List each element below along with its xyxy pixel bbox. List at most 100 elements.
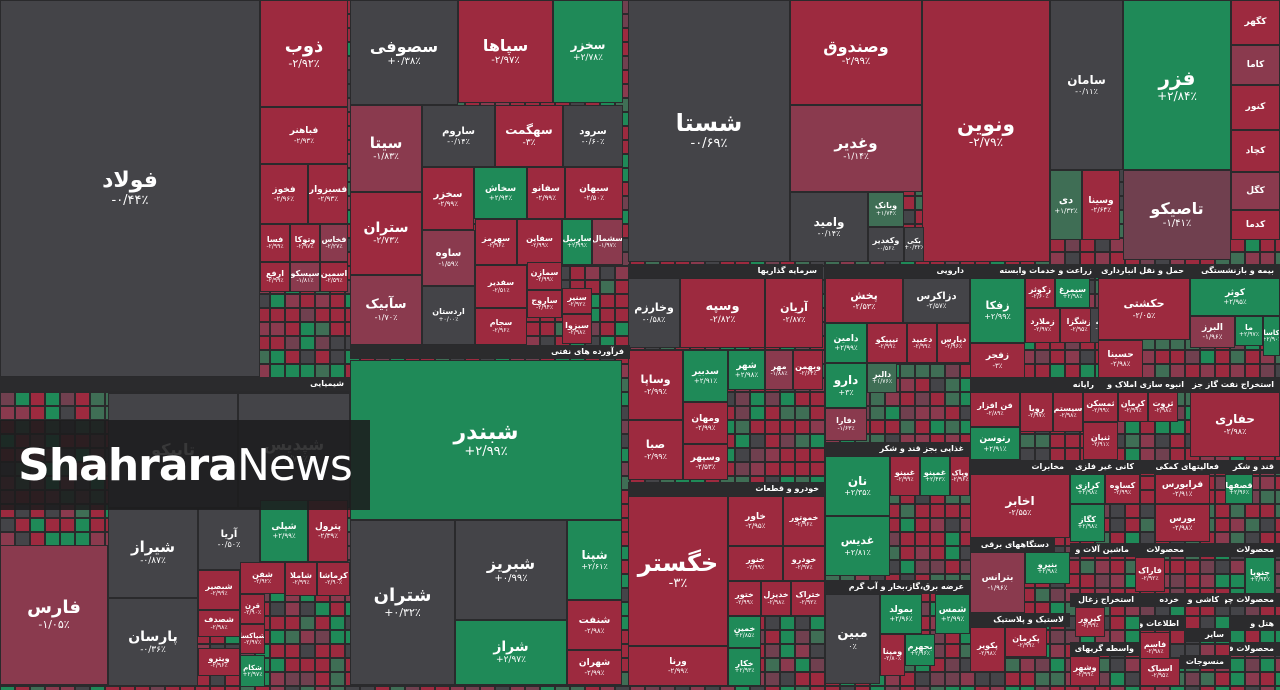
treemap-tile[interactable]: فباهنر -۲/۹۳٪ xyxy=(260,107,348,164)
treemap-tile[interactable]: فاراک -۲/۹۲٪ xyxy=(1135,557,1165,592)
treemap-tile[interactable]: غدیس +۲/۸۱٪ xyxy=(825,516,890,576)
treemap-tile[interactable]: شفن -۲/۹۲٪ xyxy=(240,562,285,594)
treemap-tile[interactable]: شیراز -۰/۸۷٪ xyxy=(108,508,198,598)
treemap-tile[interactable]: سخزر -۲/۹۹٪ xyxy=(422,167,474,230)
treemap-tile[interactable]: شمس +۲/۹۹٪ xyxy=(935,594,970,634)
treemap-tile[interactable]: سشمال -۱/۹۷٪ xyxy=(592,219,623,265)
treemap-tile[interactable]: ارفع -۲/۹۹٪ xyxy=(260,262,290,292)
treemap-tile[interactable]: فسبزوار -۲/۹۳٪ xyxy=(308,164,348,224)
treemap-tile[interactable]: تاصیکو -۱/۴۱٪ xyxy=(1123,170,1231,260)
treemap-tile[interactable]: قرن -۲/۹۰٪ xyxy=(240,594,265,624)
treemap-tile[interactable]: رتوسن +۲/۹۱٪ xyxy=(970,427,1020,460)
treemap-tile[interactable]: زفجر -۳٪ xyxy=(970,343,1025,378)
treemap-tile[interactable]: خموتور -۲/۹۶٪ xyxy=(783,496,825,546)
treemap-tile[interactable]: ورنا -۲/۹۹٪ xyxy=(628,646,728,686)
treemap-tile[interactable]: خکار +۲/۹۳٪ xyxy=(728,648,761,686)
treemap-tile[interactable]: سخزر +۲/۷۸٪ xyxy=(553,0,623,103)
treemap-tile[interactable]: شنفت -۲/۹۸٪ xyxy=(567,600,622,650)
treemap-tile[interactable]: پارسان -۰/۳۶٪ xyxy=(108,598,198,686)
treemap-tile[interactable]: بورس -۲/۹۸٪ xyxy=(1155,504,1210,542)
treemap-tile[interactable]: حفاری -۲/۹۸٪ xyxy=(1190,392,1280,457)
treemap-tile[interactable]: دی +۱/۳۲٪ xyxy=(1050,170,1082,240)
treemap-tile[interactable]: ثمسکن -۲/۹۹٪ xyxy=(1083,392,1118,422)
treemap-tile[interactable]: دفارا -۱/۶۳٪ xyxy=(825,408,867,441)
treemap-tile[interactable]: کاسا+۲/۹۰٪ xyxy=(1263,316,1280,356)
treemap-tile[interactable]: سخاش +۲/۹۴٪ xyxy=(474,167,527,219)
treemap-tile[interactable]: وساپا -۲/۹۹٪ xyxy=(628,350,683,420)
treemap-tile[interactable]: پخش -۲/۵۳٪ xyxy=(825,278,903,323)
treemap-tile[interactable]: سبهان -۲/۵۰٪ xyxy=(565,167,623,219)
treemap-tile[interactable]: وپاک -۲/۹۶٪ xyxy=(950,456,970,496)
treemap-tile[interactable]: ساوه -۱/۵۹٪ xyxy=(422,230,475,286)
treemap-tile[interactable]: حکشتی -۲/۰۵٪ xyxy=(1098,278,1190,340)
treemap-tile[interactable]: بکی +۰/۳۲٪ xyxy=(904,227,924,262)
treemap-tile[interactable]: ساروج -۲/۹۴٪ xyxy=(527,290,562,318)
treemap-tile[interactable]: پکرمان -۲/۹۹٪ xyxy=(1005,627,1047,657)
treemap-tile[interactable]: ومینا -۲/۸۰٪ xyxy=(880,634,905,676)
treemap-tile[interactable]: غبینو -۲/۹۹٪ xyxy=(890,456,920,496)
treemap-tile[interactable]: زملارد -۲/۹۷٪ xyxy=(1025,308,1060,343)
treemap-tile[interactable]: فزر +۲/۸۴٪ xyxy=(1123,0,1231,170)
treemap-tile[interactable]: شپاکسا -۲/۹۷٪ xyxy=(240,624,265,654)
treemap-tile[interactable]: سیستم -۲/۹۸٪ xyxy=(1053,392,1083,432)
treemap-tile[interactable]: سیزوا -۲/۹۸٪ xyxy=(562,314,592,344)
treemap-tile[interactable]: ویترو -۲/۹۶٪ xyxy=(198,648,240,676)
treemap-tile[interactable]: سهگمت -۳٪ xyxy=(495,105,563,167)
treemap-tile[interactable]: کنور xyxy=(1231,85,1280,130)
treemap-tile[interactable]: کگهر xyxy=(1231,0,1280,45)
treemap-tile[interactable]: بجهرم +۲/۹۶٪ xyxy=(905,634,935,666)
treemap-tile[interactable]: کرازی +۲/۹۸٪ xyxy=(1070,474,1105,504)
treemap-tile[interactable]: خنور -۲/۹۹٪ xyxy=(728,546,783,581)
treemap-tile[interactable]: غمینو +۲/۴۳٪ xyxy=(920,456,950,496)
treemap-tile[interactable]: کگل xyxy=(1231,172,1280,210)
treemap-tile[interactable]: فخاس -۲/۲۷٪ xyxy=(320,224,348,262)
treemap-tile[interactable]: اخابر -۲/۵۵٪ xyxy=(970,474,1070,538)
treemap-tile[interactable]: فن افزار -۲/۸۹٪ xyxy=(970,392,1020,427)
treemap-tile[interactable]: حسینا -۲/۹۸٪ xyxy=(1098,340,1143,378)
treemap-tile[interactable]: دامین +۲/۹۹٪ xyxy=(825,323,867,363)
treemap-tile[interactable]: دارو +۳٪ xyxy=(825,363,867,408)
treemap-tile[interactable]: کدما xyxy=(1231,210,1280,240)
treemap-tile[interactable]: شکام +۲/۹۷٪ xyxy=(240,655,265,687)
treemap-tile[interactable]: سفانو -۲/۹۹٪ xyxy=(527,167,565,219)
treemap-tile[interactable]: وبانک +۱/۷۴٪ xyxy=(868,192,904,227)
treemap-tile[interactable]: سیتا -۱/۸۳٪ xyxy=(350,105,422,192)
treemap-tile[interactable]: اردستان +۰/۰۰٪ xyxy=(422,286,475,345)
treemap-tile[interactable]: سجام -۲/۹۶٪ xyxy=(475,308,527,345)
treemap-tile[interactable]: دیارس -۲/۹۶٪ xyxy=(937,323,970,363)
treemap-tile[interactable]: شهر +۲/۹۸٪ xyxy=(728,350,765,390)
treemap-tile[interactable]: خگستر -۳٪ xyxy=(628,496,728,646)
treemap-tile[interactable]: فخوز -۲/۹۶٪ xyxy=(260,164,308,224)
treemap-tile[interactable]: وتوکا -۲/۹۷٪ xyxy=(290,224,320,262)
treemap-tile[interactable]: پکویر -۲/۹۸٪ xyxy=(970,627,1005,672)
treemap-tile[interactable]: ثنیان -۲/۹۱٪ xyxy=(1083,422,1118,460)
treemap-tile[interactable]: بنیرو +۲/۹۸٪ xyxy=(1025,552,1070,584)
treemap-tile[interactable]: خودرو -۲/۹۷٪ xyxy=(783,546,825,581)
treemap-tile[interactable]: فارس -۱/۰۵٪ xyxy=(0,545,108,685)
treemap-tile[interactable]: سیسکو -۱/۸۱٪ xyxy=(290,262,320,292)
treemap-tile[interactable]: وامید -۰/۱۴٪ xyxy=(790,192,868,262)
treemap-tile[interactable]: دالبر +۱/۷۶٪ xyxy=(867,363,897,393)
treemap-tile[interactable]: نان +۲/۳۵٪ xyxy=(825,456,890,516)
treemap-tile[interactable]: سرود -۰/۶۰٪ xyxy=(563,105,623,167)
treemap-tile[interactable]: شصدف -۲/۹۸٪ xyxy=(198,610,240,637)
treemap-tile[interactable]: زفکا +۲/۹۹٪ xyxy=(970,278,1025,343)
treemap-tile[interactable]: چنوپا +۲/۹۴٪ xyxy=(1245,557,1275,595)
treemap-tile[interactable]: شبریز +۰/۹۹٪ xyxy=(455,520,567,620)
treemap-tile[interactable]: مبین ۰٪ xyxy=(825,594,880,684)
treemap-tile[interactable]: سیمرغ +۲/۹۸٪ xyxy=(1055,278,1090,308)
treemap-tile[interactable]: شبندر +۲/۹۹٪ xyxy=(350,360,622,520)
treemap-tile[interactable]: سآبیک -۱/۷۰٪ xyxy=(350,275,422,345)
treemap-tile[interactable]: وسپه -۲/۸۲٪ xyxy=(680,278,765,348)
treemap-tile[interactable]: ونوین -۲/۷۹٪ xyxy=(922,0,1050,262)
treemap-tile[interactable]: کچاد xyxy=(1231,130,1280,172)
treemap-tile[interactable]: سهرمز -۲/۹۶٪ xyxy=(475,219,517,265)
treemap-tile[interactable]: بترانس -۱/۹۶٪ xyxy=(970,552,1025,613)
treemap-tile[interactable]: ما +۲/۹۷٪ xyxy=(1235,316,1263,346)
treemap-tile[interactable]: وسپهر -۲/۵۳٪ xyxy=(683,444,728,480)
treemap-tile[interactable]: خدیزل -۲/۹۸٪ xyxy=(761,581,791,616)
treemap-tile[interactable]: سامان -۰/۱۱٪ xyxy=(1050,0,1123,170)
treemap-tile[interactable]: وصندوق -۲/۹۹٪ xyxy=(790,0,922,105)
treemap-tile[interactable]: شستا -۰/۶۹٪ xyxy=(628,0,790,262)
treemap-tile[interactable]: دزاکرس -۲/۵۷٪ xyxy=(903,278,970,323)
